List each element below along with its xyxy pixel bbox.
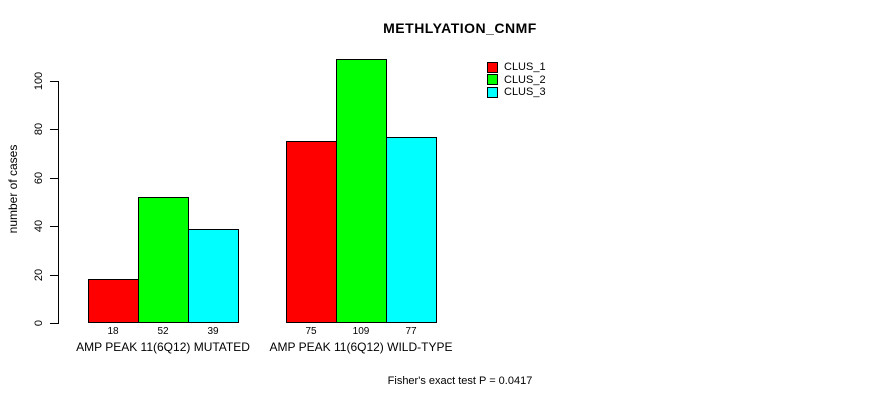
legend-label: CLUS_3 bbox=[504, 86, 546, 99]
y-tick-label: 100 bbox=[33, 71, 45, 91]
y-tick-label: 0 bbox=[33, 319, 45, 327]
y-tick-mark bbox=[50, 81, 58, 82]
legend: CLUS_1 CLUS_2 CLUS_3 bbox=[487, 61, 546, 99]
y-tick-mark bbox=[50, 226, 58, 227]
y-axis-label: number of cases bbox=[6, 144, 20, 234]
y-tick-label: 40 bbox=[33, 219, 45, 233]
y-tick-mark bbox=[50, 178, 58, 179]
bar-value-label: 52 bbox=[157, 326, 169, 337]
bar-value-label: 39 bbox=[207, 326, 219, 337]
legend-swatch-icon bbox=[487, 61, 498, 73]
category-label: AMP PEAK 11(6Q12) WILD-TYPE bbox=[269, 340, 453, 354]
legend-item-clus_3: CLUS_3 bbox=[487, 86, 546, 99]
y-tick-label: 20 bbox=[33, 268, 45, 282]
chart-title: METHLYATION_CNMF bbox=[383, 20, 537, 36]
legend-swatch-icon bbox=[487, 74, 498, 86]
legend-item-clus_2: CLUS_2 bbox=[487, 74, 546, 87]
bar-value-label: 18 bbox=[107, 326, 119, 337]
y-tick-label: 80 bbox=[33, 122, 45, 136]
bar-clus_2-group2 bbox=[336, 59, 387, 323]
bar-clus_1-group1 bbox=[88, 279, 139, 323]
bar-clus_1-group2 bbox=[286, 141, 337, 323]
bar-clus_2-group1 bbox=[138, 197, 189, 323]
category-label: AMP PEAK 11(6Q12) MUTATED bbox=[76, 340, 250, 354]
y-tick-label: 60 bbox=[33, 171, 45, 185]
y-tick-mark bbox=[50, 275, 58, 276]
legend-swatch-icon bbox=[487, 86, 498, 98]
bar-clus_3-group1 bbox=[188, 229, 239, 323]
bar-value-label: 75 bbox=[305, 326, 317, 337]
legend-item-clus_1: CLUS_1 bbox=[487, 61, 546, 74]
y-tick-mark bbox=[50, 129, 58, 130]
bar-value-label: 77 bbox=[405, 326, 417, 337]
bar-clus_3-group2 bbox=[386, 137, 437, 323]
legend-label: CLUS_2 bbox=[504, 73, 546, 86]
y-axis-line bbox=[58, 81, 59, 324]
bar-value-label: 109 bbox=[352, 326, 370, 337]
y-tick-mark bbox=[50, 323, 58, 324]
legend-label: CLUS_1 bbox=[504, 61, 546, 74]
footer-annotation: Fisher's exact test P = 0.0417 bbox=[387, 375, 533, 387]
